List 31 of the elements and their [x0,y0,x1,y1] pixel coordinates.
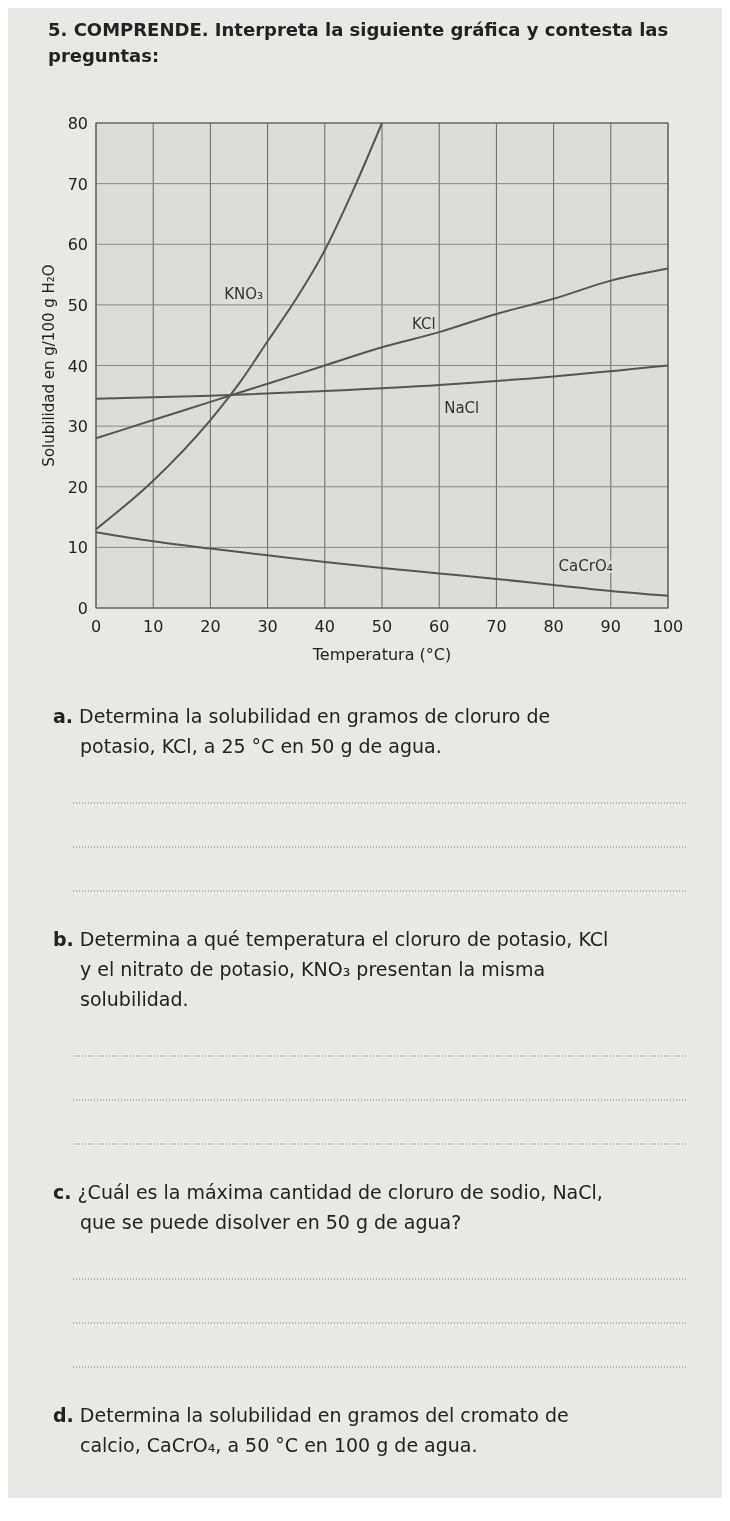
x-tick-label: 70 [486,617,507,636]
y-tick-label: 80 [67,114,88,133]
x-tick-label: 100 [652,617,684,636]
x-tick-label: 50 [371,617,393,636]
x-tick-label: 0 [90,617,102,636]
text: b. Determina a qué temperatura el cloruro de potasio, KCl y el nitrato de potasio, KNO₃ presentan la misma solubilidad. [53,928,609,1010]
x-tick-label: 90 [600,617,621,636]
x-tick-label: 20 [200,617,221,636]
y-tick-label: 40 [67,356,88,376]
y-axis-title: Solubilidad en g/100 g H₂O [40,264,58,467]
x-tick-label: 60 [429,617,450,636]
text: d. Determina la solubilidad en gramos del cromato de calcio, CaCrO₄, a 50 °C en 100 g de agua. [53,1404,569,1456]
x-axis-title: Temperatura (°C) [311,645,452,664]
y-tick-label: 60 [67,235,88,255]
y-tick-label: 10 [67,538,88,558]
x-tick-label: 40 [314,617,335,636]
y-tick-label: 0 [77,599,88,618]
series-label: KCl [412,315,436,334]
y-tick-label: 30 [67,417,88,437]
text: c. ¿Cuál es la máxima cantidad de cloruro de sodio, NaCl, que se puede disolver en 50 g de agua? [53,1181,603,1233]
series-label: KNO₃ [224,284,264,303]
series-label: CaCrO₄ [558,556,613,575]
x-tick-label: 80 [543,617,564,636]
y-tick-label: 20 [67,477,88,497]
x-tick-label: 10 [143,617,164,636]
series-label: NaCl [444,398,480,417]
y-tick-label: 50 [67,295,88,315]
x-tick-label: 30 [257,617,278,636]
chart-title: 5. COMPRENDE. Interpreta la siguiente gráfica y contesta las preguntas: [48,19,669,66]
y-tick-label: 70 [67,174,88,194]
text: a. Determina la solubilidad en gramos de cloruro de potasio, KCl, a 25 °C en 50 g de agua. [53,705,551,757]
